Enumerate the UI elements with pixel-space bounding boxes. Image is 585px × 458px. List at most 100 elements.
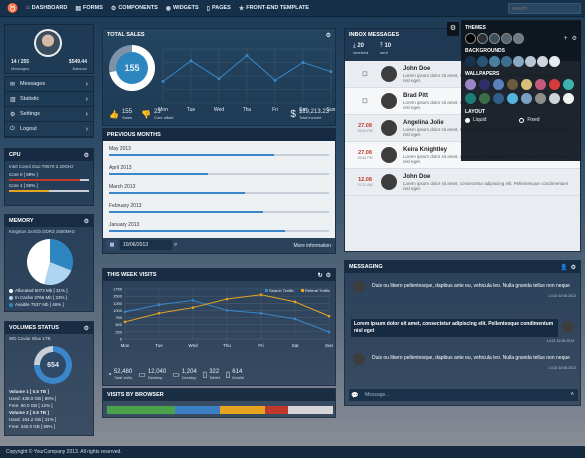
logo-icon[interactable]: ♉ bbox=[7, 2, 19, 13]
wallpaper-swatch[interactable] bbox=[493, 93, 504, 104]
browser-segment bbox=[287, 406, 333, 414]
load-more-button[interactable]: Load more messages... bbox=[436, 234, 489, 240]
sidebar-item-settings[interactable]: ⚙ Settings › bbox=[5, 107, 93, 122]
message-date: ☐ bbox=[349, 98, 381, 105]
gear-icon[interactable]: ⚙ bbox=[570, 264, 576, 271]
wallpaper-swatch[interactable] bbox=[549, 93, 560, 104]
search-icon[interactable]: ⌕ bbox=[174, 241, 178, 248]
background-color-swatch[interactable] bbox=[513, 56, 524, 67]
layout-heading: LAYOUT bbox=[465, 109, 486, 115]
gear-icon[interactable]: ⚙ bbox=[83, 152, 89, 159]
wallpaper-swatch[interactable] bbox=[479, 93, 490, 104]
gear-icon[interactable]: ⚙ bbox=[83, 325, 89, 332]
sales-point bbox=[301, 61, 305, 64]
gear-icon[interactable]: ⚙ bbox=[571, 36, 577, 42]
gear-icon[interactable]: ⚙ bbox=[325, 272, 331, 279]
nav-item-dashboard[interactable]: ⌂ DASHBOARD bbox=[26, 5, 68, 11]
visits-point bbox=[327, 314, 331, 318]
plus-icon[interactable]: + bbox=[563, 35, 568, 42]
total-sales-panel: TOTAL SALES ⚙ 155 Mon Tue Wed Thu Fri Sat Sun 👍… bbox=[102, 28, 336, 126]
legend-dot-icon bbox=[9, 295, 13, 300]
sent-stat[interactable]: ⤒ 10 sent bbox=[380, 43, 392, 55]
gear-icon[interactable]: ⚙ bbox=[325, 32, 331, 39]
globe-icon: ◉ bbox=[165, 5, 171, 12]
date-input[interactable]: 10/06/2013 bbox=[120, 240, 172, 250]
nav-item-widgets[interactable]: ◉ WIDGETS bbox=[165, 5, 199, 12]
volume2-free: Free: 346.0 GB [ 69% ] bbox=[9, 424, 56, 429]
sales-gauge: 155 bbox=[109, 45, 155, 91]
chevron-up-icon[interactable]: ˄ bbox=[570, 392, 574, 398]
wallpapers-heading: WALLPAPERS bbox=[465, 71, 500, 77]
wallpaper-swatch[interactable] bbox=[521, 79, 532, 90]
more-information-link[interactable]: More information bbox=[293, 243, 331, 249]
received-stat[interactable]: ⤓ 20 received bbox=[353, 43, 369, 55]
month-bar bbox=[109, 154, 329, 156]
background-color-swatch[interactable] bbox=[537, 56, 548, 67]
sidebar-item-statistic[interactable]: ▥ Statistic › bbox=[5, 92, 93, 107]
thumbs-down-icon: 👎 bbox=[140, 110, 151, 119]
chat-bubble: Duis ou libero pellentesque, dapibus ant… bbox=[372, 355, 570, 361]
wallpaper-swatch[interactable] bbox=[465, 93, 476, 104]
message-input[interactable]: Message... bbox=[365, 392, 390, 398]
y-tick-label: 1500 bbox=[113, 294, 123, 299]
message-count: 14 / 255 bbox=[11, 59, 30, 65]
wallpaper-swatch[interactable] bbox=[465, 79, 476, 90]
month-bar bbox=[109, 192, 329, 194]
background-color-swatch[interactable] bbox=[525, 56, 536, 67]
sidebar-item-messages[interactable]: ✉ Messages › bbox=[5, 77, 93, 92]
visits-point bbox=[225, 297, 229, 301]
theme-color-swatch[interactable] bbox=[489, 33, 500, 44]
background-color-swatch[interactable] bbox=[465, 56, 476, 67]
x-tick-label: Tue bbox=[187, 107, 196, 113]
memory-legend-item: Avaible 7537 Mb [ 46% ] bbox=[9, 301, 68, 308]
x-tick-label: Mon bbox=[158, 107, 168, 113]
legend-label: Referal Traffic bbox=[305, 288, 330, 293]
theme-color-swatch[interactable] bbox=[501, 33, 512, 44]
logout-icon: ⏻ bbox=[10, 125, 15, 132]
theme-color-swatch[interactable] bbox=[465, 33, 476, 44]
fluid-radio[interactable] bbox=[465, 117, 470, 123]
sales-point bbox=[245, 53, 249, 57]
wallpaper-swatch[interactable] bbox=[563, 79, 574, 90]
background-color-swatch[interactable] bbox=[489, 56, 500, 67]
refresh-icon[interactable]: ↻ bbox=[317, 272, 323, 279]
theme-color-swatch[interactable] bbox=[513, 33, 524, 44]
background-color-swatch[interactable] bbox=[549, 56, 560, 67]
nav-item-components[interactable]: ⚙ COMPONENTS bbox=[110, 5, 158, 12]
x-tick-label: Mon bbox=[121, 343, 130, 348]
fixed-radio[interactable] bbox=[519, 117, 525, 123]
cpu-model: Intel Core2 Duo T8670 2.20GHz bbox=[9, 164, 74, 169]
search-input[interactable] bbox=[508, 3, 581, 14]
inbox-message[interactable]: 12.08 07:21 AM John Doe Lorem ipsum dolor s… bbox=[345, 169, 580, 196]
month-bar-fill bbox=[109, 230, 285, 232]
week-visits-title: THIS WEEK VISITS bbox=[107, 272, 157, 278]
wallpaper-swatch[interactable] bbox=[493, 79, 504, 90]
nav-item-front-end-template[interactable]: ★ FRONT-END TEMPLATE bbox=[238, 5, 310, 12]
checkbox-icon[interactable]: ☐ bbox=[362, 98, 368, 105]
wallpaper-swatch[interactable] bbox=[479, 79, 490, 90]
wallpaper-swatch[interactable] bbox=[563, 93, 574, 104]
download-icon: ⤓ bbox=[353, 43, 356, 49]
volume1-used: Used: 438.0 GB [ 88% ] bbox=[9, 396, 57, 401]
nav-item-pages[interactable]: ▯ PAGES bbox=[206, 5, 231, 12]
gear-icon[interactable]: ⚙ bbox=[83, 218, 89, 225]
checkbox-icon[interactable]: ☐ bbox=[362, 71, 368, 78]
background-color-swatch[interactable] bbox=[477, 56, 488, 67]
avatar[interactable] bbox=[34, 29, 62, 57]
sidebar-item-logout[interactable]: ⏻ Logout › bbox=[5, 122, 93, 137]
wallpaper-swatch[interactable] bbox=[535, 93, 546, 104]
wallpaper-swatch[interactable] bbox=[535, 79, 546, 90]
background-color-swatch[interactable] bbox=[501, 56, 512, 67]
total-income-label: Total income bbox=[298, 115, 322, 120]
theme-gear-button[interactable]: ⚙ bbox=[447, 22, 459, 36]
wallpaper-swatch[interactable] bbox=[549, 79, 560, 90]
offered-label: Core offset bbox=[153, 115, 174, 120]
wallpaper-swatch[interactable] bbox=[507, 79, 518, 90]
pages-icon: ▯ bbox=[206, 5, 210, 12]
wallpaper-swatch[interactable] bbox=[507, 93, 518, 104]
theme-color-swatch[interactable] bbox=[477, 33, 488, 44]
calendar-icon[interactable]: ▦ bbox=[106, 240, 118, 250]
nav-item-forms[interactable]: ▤ FORMS bbox=[75, 5, 103, 12]
user-icon[interactable]: 👤 bbox=[560, 264, 568, 271]
wallpaper-swatch[interactable] bbox=[521, 93, 532, 104]
